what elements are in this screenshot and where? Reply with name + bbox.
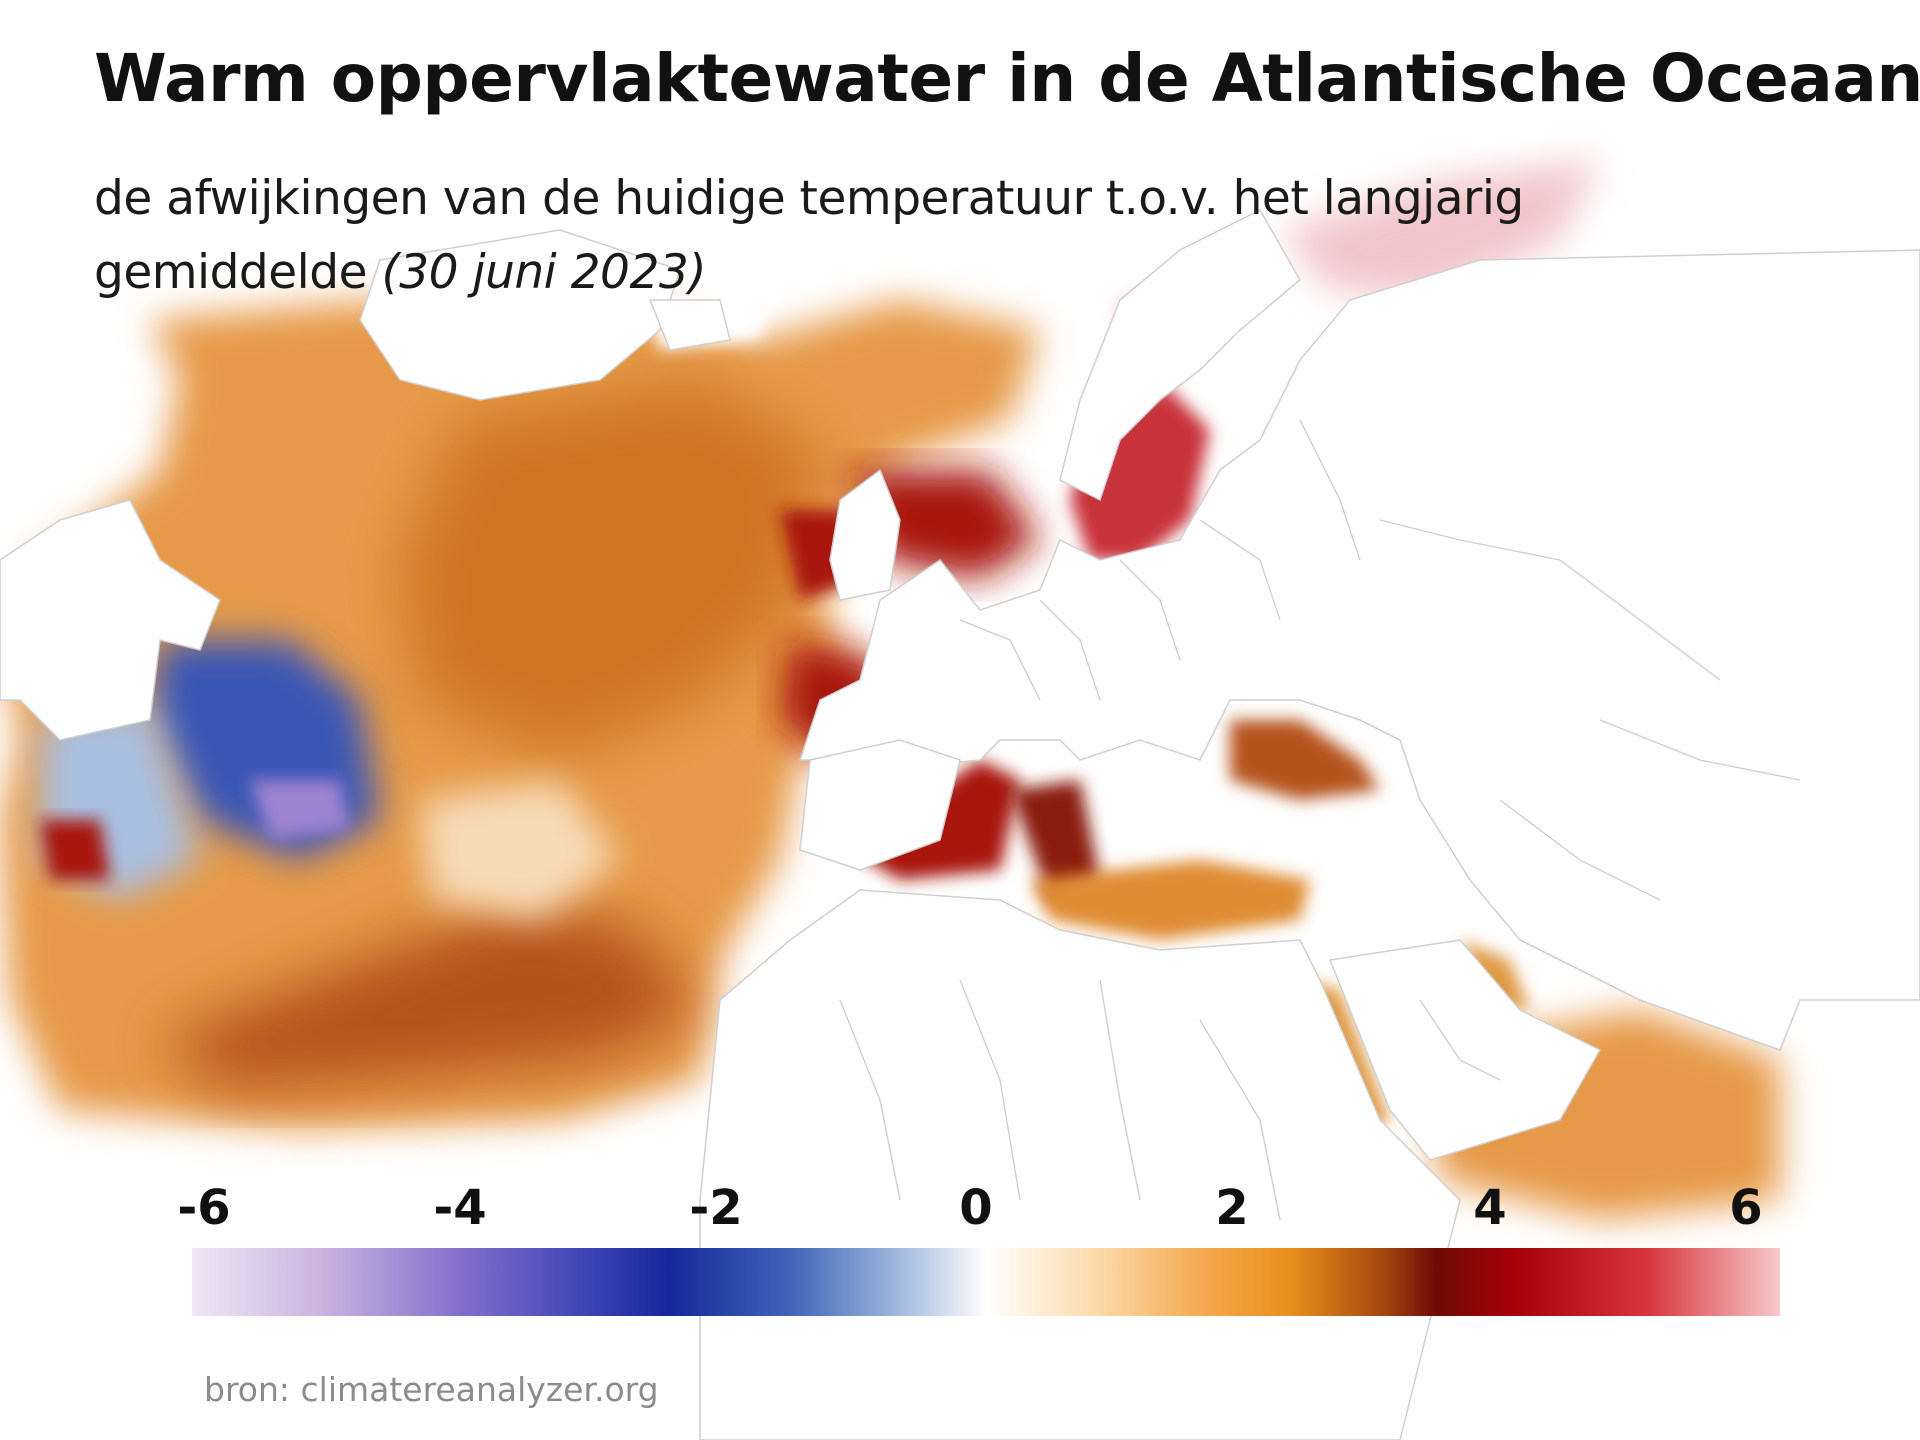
source-credit: bron: climatereanalyzer.org	[204, 1370, 659, 1409]
country-borders	[839, 419, 1801, 1221]
subtitle-text: de afwijkingen van de huidige temperatuu…	[94, 171, 1524, 300]
legend-tick-labels: -6 -4 -2 0 2 4 6	[0, 1180, 1920, 1250]
sargasso-mixed	[420, 780, 620, 920]
legend-tick-label: -4	[433, 1180, 487, 1236]
legend-tick-label: 4	[1473, 1180, 1507, 1236]
atlantic-central-warm	[400, 380, 820, 760]
legend-tick-label: -6	[177, 1180, 231, 1236]
caribbean-red	[40, 820, 110, 880]
northsea-hotspot	[850, 470, 1040, 580]
europe-land	[798, 249, 1920, 1051]
subtropical-warm-band	[160, 900, 700, 1090]
map-subtitle: de afwijkingen van de huidige temperatuu…	[94, 162, 1594, 310]
mediterranean-east	[1030, 860, 1310, 940]
iceland-land	[648, 299, 731, 351]
legend-color-bar	[192, 1248, 1780, 1316]
iberia-land	[799, 739, 961, 871]
gulf-purple-core	[250, 780, 350, 840]
legend-tick-label: 6	[1729, 1180, 1763, 1236]
britain-land	[829, 468, 901, 601]
legend-tick-label: -2	[689, 1180, 743, 1236]
black-sea	[1230, 720, 1380, 800]
subtitle-date: (30 juni 2023)	[381, 245, 707, 300]
north-america-east	[0, 499, 221, 741]
legend-tick-label: 0	[959, 1180, 993, 1236]
greenland-land	[359, 229, 681, 401]
arabia-land	[1328, 939, 1602, 1161]
legend-tick-label: 2	[1215, 1180, 1249, 1236]
barents-sea	[1280, 160, 1600, 300]
scandinavia-land	[1059, 209, 1301, 502]
persian-gulf	[1460, 940, 1530, 1010]
mediterranean-central	[1010, 780, 1100, 900]
map-title: Warm oppervlaktewater in de Atlantische …	[94, 40, 1920, 117]
